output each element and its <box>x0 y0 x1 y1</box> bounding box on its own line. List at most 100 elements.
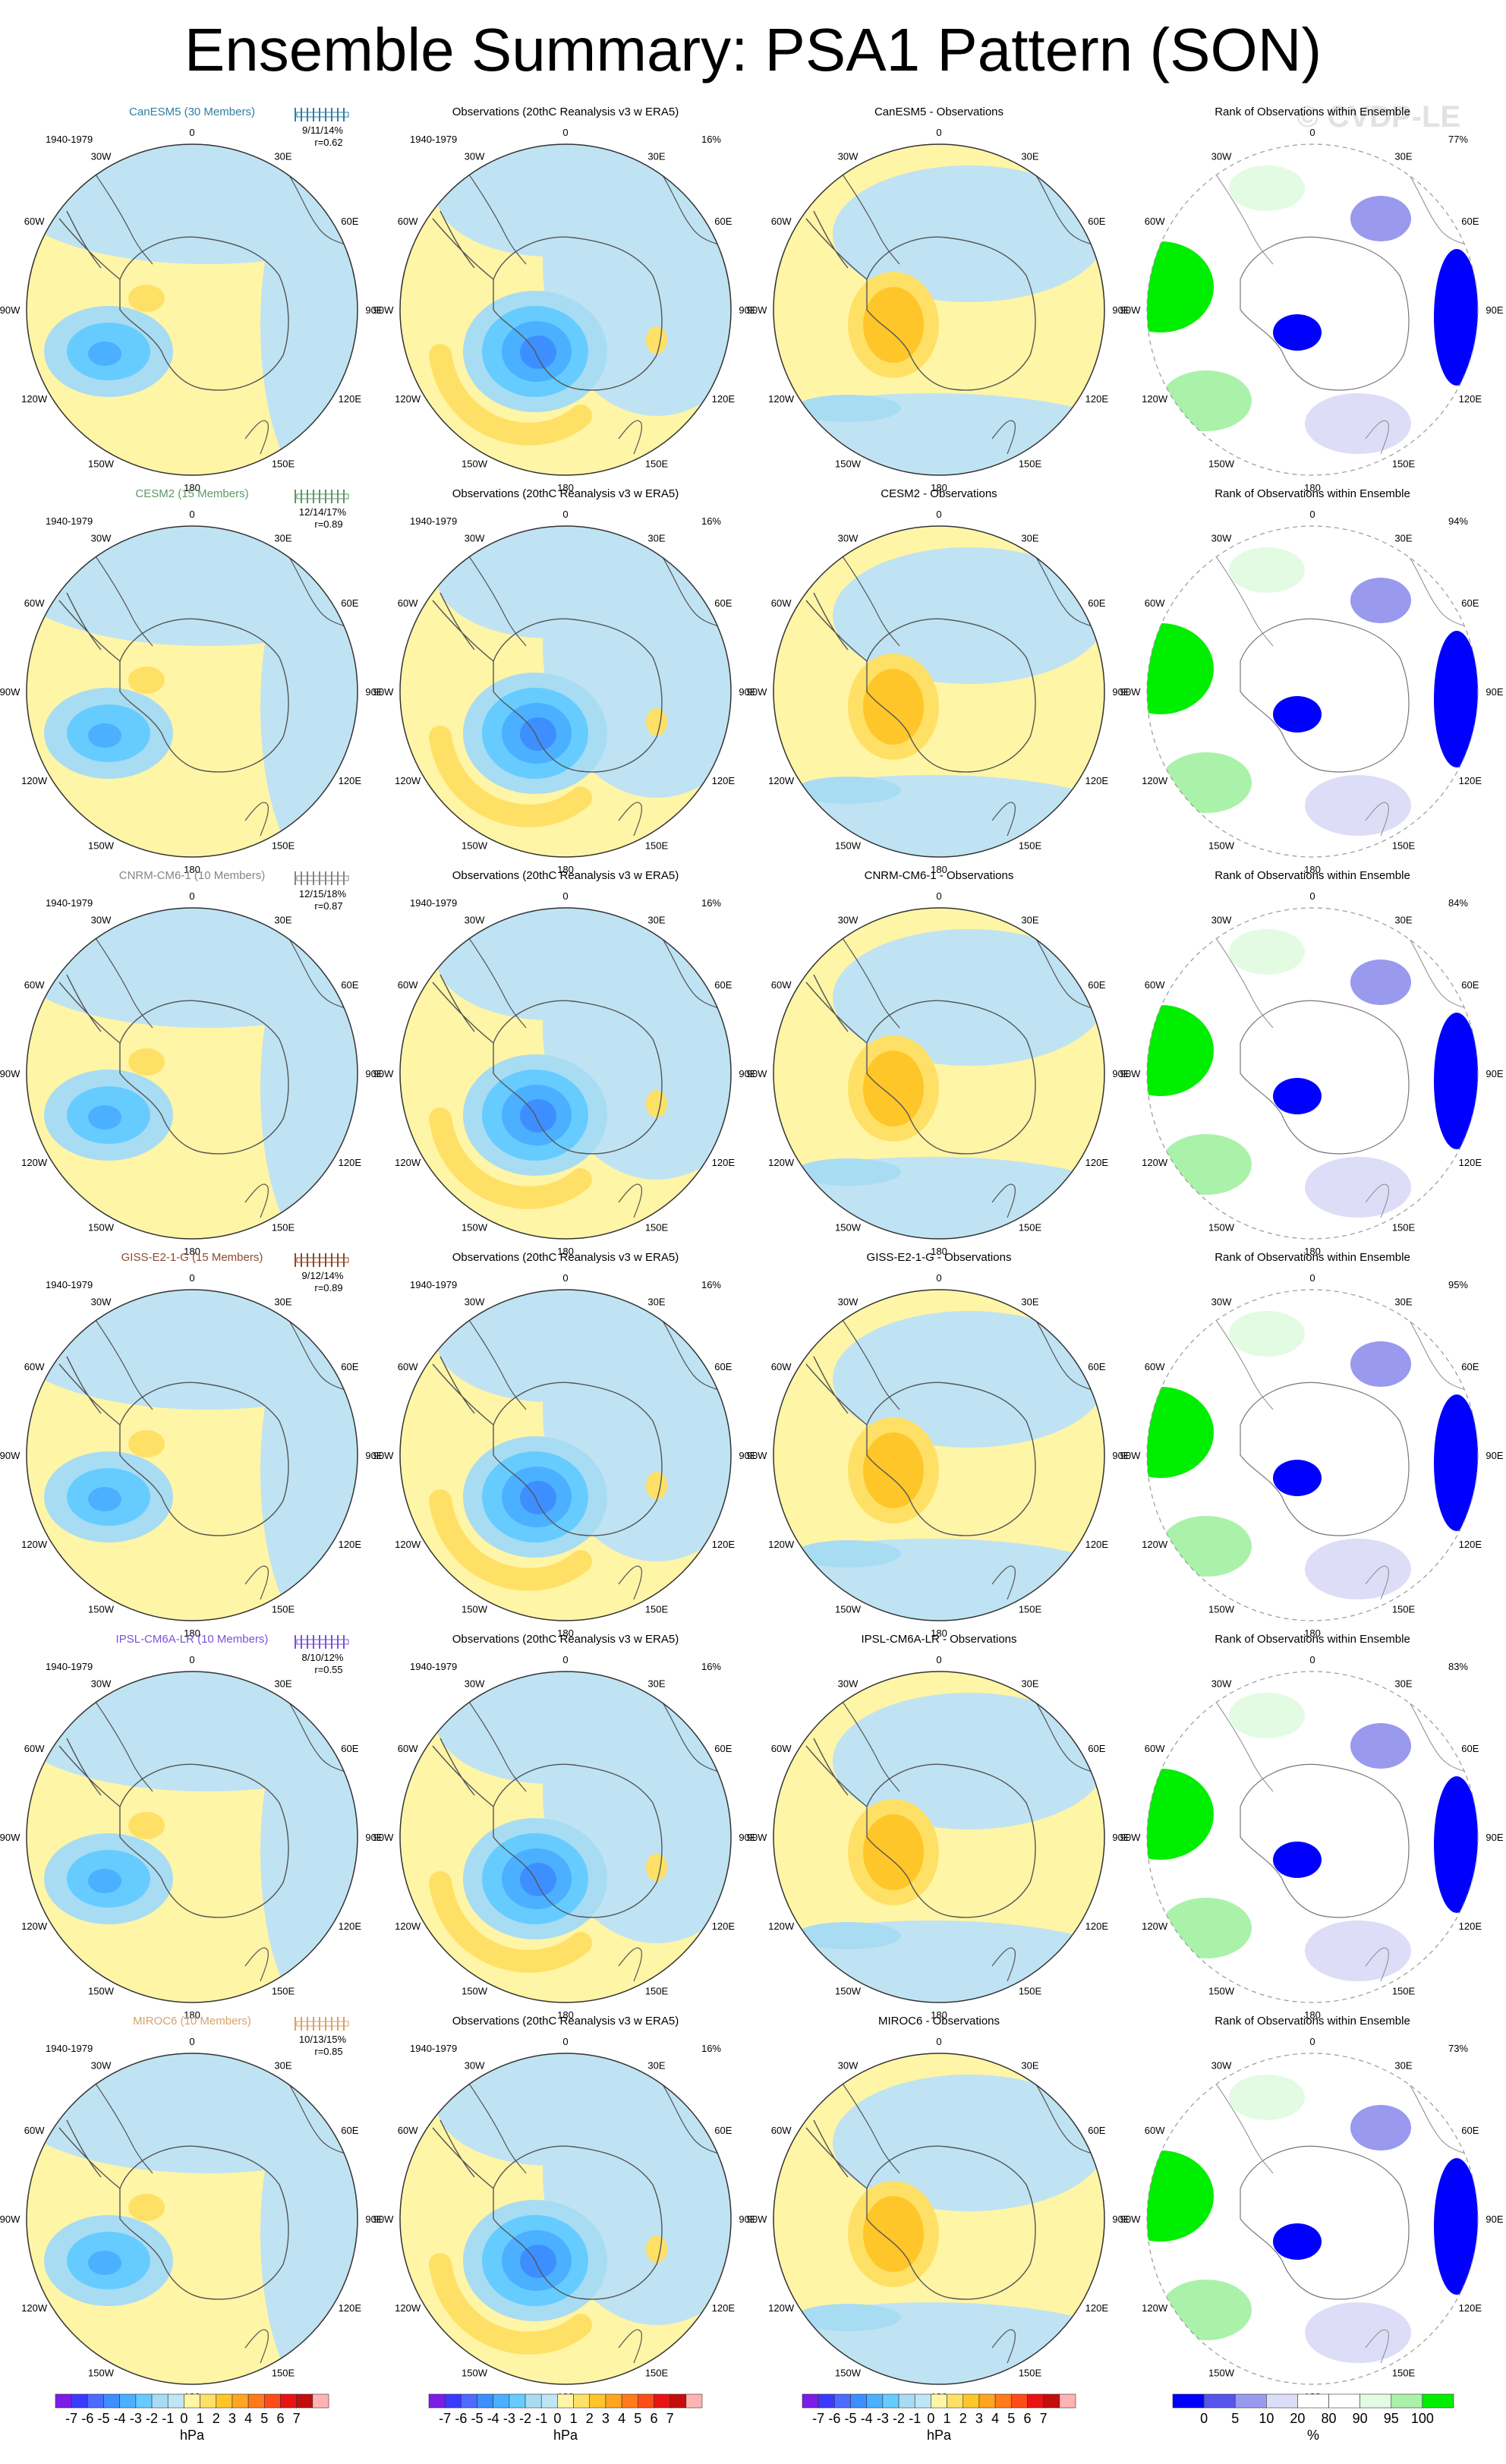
diff-lon-label-1: 30E <box>1021 1296 1038 1307</box>
obs-lon-label-2: 60E <box>714 1361 732 1372</box>
obs-lon-label-8: 120W <box>395 1539 421 1550</box>
diff-lon-label-10: 60W <box>771 1361 792 1372</box>
rank-region <box>1434 2158 1478 2295</box>
diff-lon-label-3: 90E <box>1112 1450 1130 1461</box>
map-border <box>773 525 1105 858</box>
member-tick <box>301 1635 302 1649</box>
rank-region <box>1434 1776 1478 1913</box>
model-lon-label-10: 60W <box>24 979 45 991</box>
observations-title: Observations (20thC Reanalysis v3 w ERA5… <box>452 1251 679 1264</box>
colorbar-tick: -7 <box>439 2411 451 2426</box>
rank-lon-label-7: 150W <box>1208 1986 1235 1997</box>
model-lon-label-4: 120E <box>339 2302 362 2314</box>
obs-lon-label-7: 150W <box>462 1986 488 1997</box>
contour-region <box>88 1105 121 1130</box>
model-title: CNRM-CM6-1 (10 Members) <box>119 869 266 882</box>
colorbar-swatch <box>589 2393 606 2409</box>
colorbar-swatch <box>71 2393 88 2409</box>
member-tick <box>331 2017 332 2031</box>
row-5: IPSL-CM6A-LR (10 Members) 1940-1979 8/10/1… <box>0 1633 1504 2021</box>
colorbar-tick: -2 <box>146 2411 158 2426</box>
colorbar-swatch <box>1203 2393 1236 2409</box>
model-lon-label-6: 180 <box>184 864 200 875</box>
observation-variance: 16% <box>701 1279 721 1290</box>
contour-region <box>429 344 592 446</box>
rank-region <box>1161 1898 1252 1958</box>
member-tick <box>295 108 296 121</box>
model-lon-label-2: 60E <box>341 979 358 991</box>
peninsula-outline <box>805 974 868 1044</box>
member-tick <box>295 871 296 885</box>
rank-lon-label-0: 0 <box>1309 2036 1315 2047</box>
antarctica-outline <box>866 236 1036 391</box>
colorbar-tick: -6 <box>455 2411 467 2426</box>
rank-title: Rank of Observations within Ensemble <box>1215 1633 1410 1646</box>
colorbar-tick: -4 <box>487 2411 499 2426</box>
rank-lon-label-6: 180 <box>1304 1627 1321 1639</box>
contour-region <box>429 1871 592 1973</box>
model-lon-label-1: 30E <box>274 2059 291 2071</box>
obs-lon-label-8: 120W <box>395 1920 421 1932</box>
contour-region <box>795 1922 901 1949</box>
model-lon-label-6: 180 <box>184 2009 200 2021</box>
panel-model: CESM2 (15 Members) 1940-1979 12/14/17%r=0.… <box>0 487 383 875</box>
contour-region <box>833 2075 1104 2211</box>
member-tick <box>301 108 302 121</box>
continent-outline <box>1029 1310 1095 1391</box>
rank-lon-label-10: 60W <box>1145 979 1165 991</box>
colorbar-tick: 5 <box>1231 2411 1239 2426</box>
model-lon-label-0: 0 <box>189 509 194 520</box>
contour-region <box>429 1489 592 1591</box>
model-lon-label-10: 60W <box>24 597 45 609</box>
period-label: 1940-1979 <box>410 897 457 909</box>
rank-lon-label-3: 90E <box>1486 2214 1503 2225</box>
diff-lon-label-10: 60W <box>771 1743 792 1754</box>
contour-region <box>260 158 358 475</box>
panel-model: CanESM5 (30 Members) 1940-1979 9/11/14%r=0… <box>0 106 383 493</box>
colorbar-tick: 95 <box>1384 2411 1399 2426</box>
rank-region <box>1229 165 1305 211</box>
colorbar-tick: -2 <box>519 2411 531 2426</box>
member-tick <box>295 1635 296 1649</box>
diff-lon-label-10: 60W <box>771 597 792 609</box>
rank-lon-label-8: 120W <box>1142 2302 1168 2314</box>
colorbar-swatch <box>1422 2393 1454 2409</box>
obs-lon-label-11: 30W <box>465 532 485 544</box>
diff-lon-label-9: 90W <box>747 686 767 698</box>
antarctica-outline <box>866 618 1036 773</box>
diff-lon-label-11: 30W <box>838 1678 859 1689</box>
contour-region <box>773 1920 1104 2002</box>
obs-lon-label-11: 30W <box>465 150 485 162</box>
model-lon-label-5: 150E <box>272 840 295 852</box>
model-lon-label-2: 60E <box>341 2125 358 2136</box>
diff-lon-label-6: 180 <box>931 1627 947 1639</box>
model-lon-label-9: 90W <box>0 1068 20 1079</box>
member-tick <box>307 1635 308 1649</box>
member-tick <box>343 108 345 121</box>
colorbar-tick: 7 <box>293 2411 301 2426</box>
peninsula-outline <box>432 1738 494 1807</box>
colorbar-tick: 5 <box>260 2411 268 2426</box>
contour-region <box>88 723 121 748</box>
diff-lon-label-0: 0 <box>936 127 941 138</box>
antarctica-outline <box>119 236 289 391</box>
row-6: MIROC6 (10 Members) 1940-1979 10/13/15%r=0… <box>0 2015 1504 2403</box>
peninsula-outline <box>805 210 868 280</box>
rank-lon-label-4: 120E <box>1459 1920 1482 1932</box>
map-border <box>1146 2053 1479 2385</box>
rank-region <box>1229 929 1305 975</box>
diff-lon-label-3: 90E <box>1112 1068 1130 1079</box>
model-lon-label-1: 30E <box>274 532 291 544</box>
colorbar-swatch <box>103 2393 121 2409</box>
diff-lon-label-1: 30E <box>1021 532 1038 544</box>
rank-lon-label-3: 90E <box>1486 1832 1503 1843</box>
diff-lon-label-11: 30W <box>838 2059 859 2071</box>
rank-lon-label-11: 30W <box>1211 914 1232 925</box>
colorbar-tick: 0 <box>180 2411 187 2426</box>
observation-variance: 16% <box>701 897 721 909</box>
model-lon-label-10: 60W <box>24 2125 45 2136</box>
rank-lon-label-4: 120E <box>1459 2302 1482 2314</box>
antarctica-outline <box>1240 618 1410 773</box>
model-correlation: r=0.89 <box>314 1282 342 1293</box>
rank-lon-label-1: 30E <box>1394 150 1412 162</box>
